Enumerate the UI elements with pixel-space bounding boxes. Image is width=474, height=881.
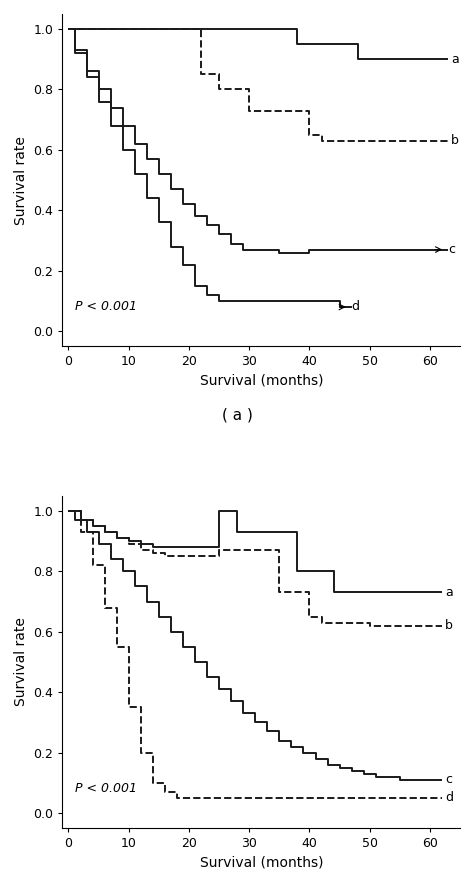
- Text: b: b: [451, 134, 459, 147]
- Text: d: d: [445, 791, 453, 804]
- Text: P < 0.001: P < 0.001: [74, 781, 137, 795]
- Y-axis label: Survival rate: Survival rate: [14, 618, 28, 707]
- Y-axis label: Survival rate: Survival rate: [14, 136, 28, 225]
- Text: a: a: [451, 53, 459, 66]
- Text: c: c: [445, 774, 452, 787]
- X-axis label: Survival (months): Survival (months): [200, 855, 323, 870]
- Text: a: a: [445, 586, 453, 599]
- Text: d: d: [352, 300, 360, 314]
- Text: c: c: [448, 243, 455, 256]
- Text: b: b: [445, 619, 453, 633]
- X-axis label: Survival (months): Survival (months): [200, 374, 323, 388]
- Text: P < 0.001: P < 0.001: [74, 300, 137, 313]
- Text: ( a ): ( a ): [221, 408, 253, 423]
